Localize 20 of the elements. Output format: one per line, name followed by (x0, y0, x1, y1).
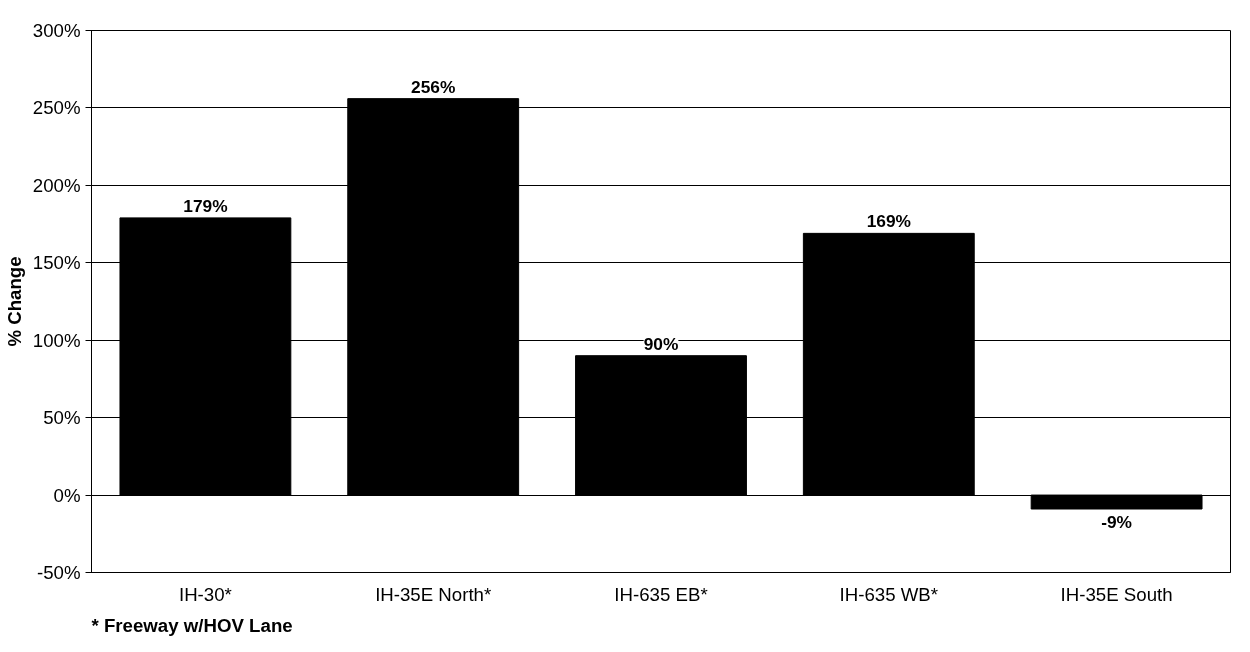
y-tick-label: 200% (32, 174, 81, 196)
x-tick-label: IH-635 WB* (839, 583, 939, 605)
x-tick-label: IH-35E South (1060, 583, 1173, 605)
y-tick-label: 300% (32, 20, 81, 41)
text: * Freeway w/HOV Lane (91, 614, 293, 636)
y-tick-label: 0% (53, 484, 81, 506)
x-tick-label: IH-35E North* (375, 583, 492, 605)
y-tick-label: 250% (32, 97, 81, 119)
y-axis-title: % Change (3, 256, 25, 347)
data-label: 256% (411, 76, 456, 97)
data-label: -9% (1101, 512, 1133, 533)
y-tick-label: -50% (36, 562, 81, 583)
x-tick-label: IH-30* (178, 583, 232, 605)
data-label: 179% (183, 195, 228, 216)
data-label: 90% (643, 333, 679, 354)
x-tick-label: IH-635 EB* (614, 583, 708, 605)
y-tick-label: 50% (43, 407, 81, 429)
y-tick-label: 150% (32, 252, 81, 274)
y-tick-label: 100% (32, 329, 81, 351)
data-label: 169% (866, 211, 911, 232)
